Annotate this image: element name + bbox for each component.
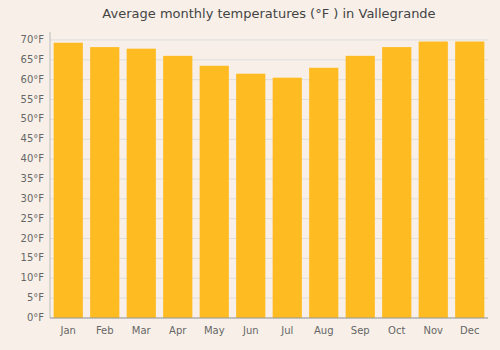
- bar: [455, 42, 484, 318]
- x-tick-label: May: [204, 325, 225, 336]
- x-axis-line: [50, 318, 488, 319]
- bar: [200, 66, 229, 318]
- bar: [236, 74, 265, 318]
- y-tick-label: 65°F: [21, 54, 45, 65]
- bar: [127, 49, 156, 318]
- x-tick-label: Aug: [314, 325, 334, 336]
- y-tick-label: 15°F: [21, 252, 45, 263]
- x-tick-label: Jun: [242, 325, 259, 336]
- y-tick-label: 25°F: [21, 213, 45, 224]
- y-tick-label: 35°F: [21, 173, 45, 184]
- bar: [309, 68, 338, 318]
- x-tick-label: Oct: [388, 325, 405, 336]
- x-tick-label: Mar: [132, 325, 152, 336]
- y-grid: [50, 40, 488, 318]
- x-tick-label: Nov: [423, 325, 443, 336]
- y-tick-label: 40°F: [21, 153, 45, 164]
- x-tick-label: Dec: [460, 325, 479, 336]
- grid-line: [50, 318, 488, 319]
- bar: [273, 78, 302, 318]
- grid-line: [50, 39, 488, 40]
- y-tick-label: 70°F: [21, 34, 45, 45]
- bar: [54, 43, 83, 318]
- y-tick-label: 50°F: [21, 113, 45, 124]
- bar: [419, 42, 448, 318]
- y-tick-label: 0°F: [27, 312, 44, 323]
- y-tick-label: 5°F: [27, 292, 44, 303]
- bars: [54, 42, 485, 318]
- x-tick-label: Jan: [60, 325, 76, 336]
- y-tick-label: 20°F: [21, 233, 45, 244]
- bar: [346, 56, 375, 318]
- y-tick-label: 10°F: [21, 272, 45, 283]
- chart-container: 0°F 5°F 10°F 15°F 20°F 25°F 30°F 35°F 40°F 45°F 50…: [0, 0, 500, 350]
- y-axis-line: [50, 32, 51, 318]
- y-tick-label: 60°F: [21, 74, 45, 85]
- bar: [163, 56, 192, 318]
- x-tick-label: Feb: [96, 325, 114, 336]
- y-tick-label: 30°F: [21, 193, 45, 204]
- y-tick-label: 45°F: [21, 133, 45, 144]
- x-tick-label: Apr: [169, 325, 187, 336]
- y-tick-label: 55°F: [21, 94, 45, 105]
- chart: 0°F 5°F 10°F 15°F 20°F 25°F 30°F 35°F 40°F 45°F 50…: [0, 0, 500, 350]
- x-tick-label: Sep: [351, 325, 370, 336]
- title: Average monthly temperatures (°F ) in Va…: [102, 6, 435, 21]
- bar: [90, 47, 119, 318]
- x-tick-label: Jul: [280, 325, 293, 336]
- bar: [382, 47, 411, 318]
